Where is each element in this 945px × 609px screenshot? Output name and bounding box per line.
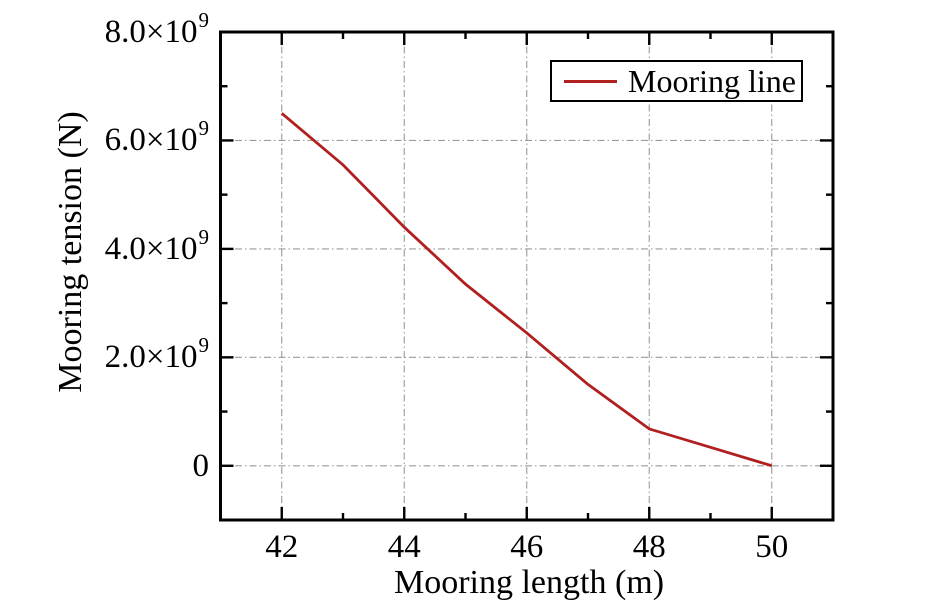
x-tick-label: 44 bbox=[387, 529, 421, 565]
y-tick-label: 6.0×109 bbox=[104, 116, 209, 159]
x-tick-label: 42 bbox=[265, 529, 299, 565]
x-tick-label: 46 bbox=[510, 529, 544, 565]
x-axis-title: Mooring length (m) bbox=[393, 564, 665, 601]
x-tick-label: 50 bbox=[755, 529, 789, 565]
legend-label: Mooring line bbox=[628, 62, 796, 99]
legend-line-swatch bbox=[564, 79, 617, 83]
y-axis-title: Mooring tension (N) bbox=[52, 111, 89, 393]
y-tick-label: 4.0×109 bbox=[104, 224, 209, 267]
x-tick-label: 48 bbox=[632, 529, 666, 565]
y-tick-label: 8.0×109 bbox=[104, 8, 209, 51]
y-tick-label: 2.0×109 bbox=[104, 333, 209, 376]
y-tick-label: 0 bbox=[192, 447, 210, 484]
data-line bbox=[280, 112, 773, 468]
legend: Mooring line bbox=[550, 60, 803, 102]
